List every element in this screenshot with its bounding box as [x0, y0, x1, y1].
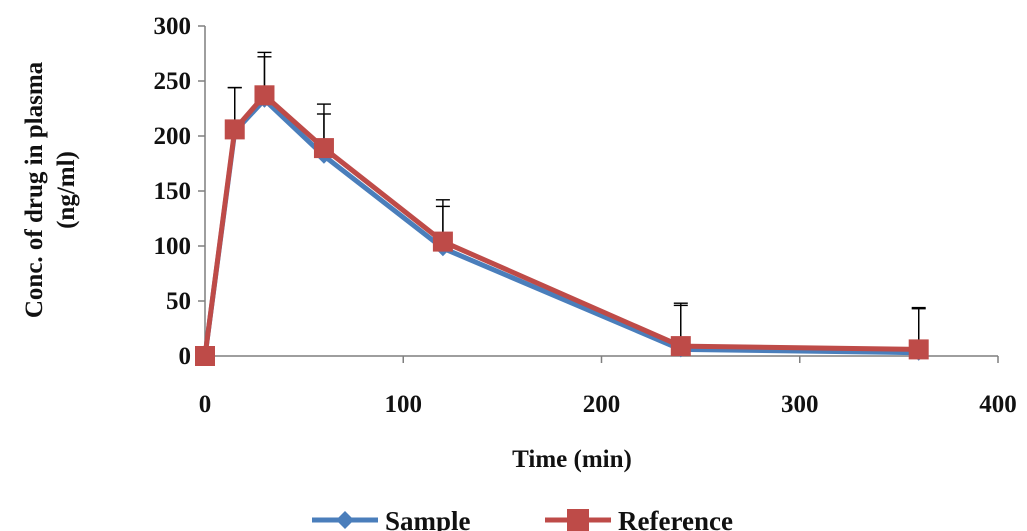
x-tick-label: 200 — [583, 391, 621, 418]
legend-item-sample: Sample — [312, 506, 471, 531]
data-point-reference — [908, 339, 929, 360]
y-tick-label: 200 — [154, 123, 192, 150]
y-tick-label: 300 — [154, 13, 192, 40]
x-tick-label: 300 — [781, 391, 819, 418]
series-lines — [202, 92, 919, 357]
data-point-reference — [254, 85, 275, 106]
y-tick-label: 150 — [154, 178, 192, 205]
legend-label-reference: Reference — [618, 506, 733, 531]
y-axis-label-line2: (ng/ml) — [53, 151, 80, 229]
series-line-reference — [202, 92, 919, 357]
legend-marker-reference — [567, 509, 589, 531]
y-tick-label: 0 — [179, 343, 192, 370]
data-markers — [195, 85, 929, 366]
x-tick-label: 0 — [199, 391, 212, 418]
data-point-reference — [195, 346, 215, 366]
legend-item-reference: Reference — [545, 506, 733, 531]
legend-label-sample: Sample — [385, 506, 471, 531]
legend-marker-sample — [336, 511, 354, 529]
x-tick-label: 400 — [979, 391, 1017, 418]
y-axis-label: Conc. of drug in plasma (ng/ml) — [21, 61, 80, 318]
x-tick-label: 100 — [385, 391, 423, 418]
data-point-reference — [670, 336, 691, 357]
data-point-reference — [224, 119, 245, 140]
legend: Sample Reference — [312, 506, 733, 531]
axes: 0 50 100 150 200 250 300 0 100 200 300 400 — [154, 13, 1017, 418]
data-point-reference — [432, 231, 453, 252]
y-tick-label: 250 — [154, 68, 192, 95]
y-tick-label: 50 — [166, 288, 191, 315]
x-axis-label: Time (min) — [512, 446, 632, 473]
y-tick-label: 100 — [154, 233, 192, 260]
data-point-reference — [313, 138, 334, 159]
y-axis-label-line1: Conc. of drug in plasma — [21, 61, 48, 318]
